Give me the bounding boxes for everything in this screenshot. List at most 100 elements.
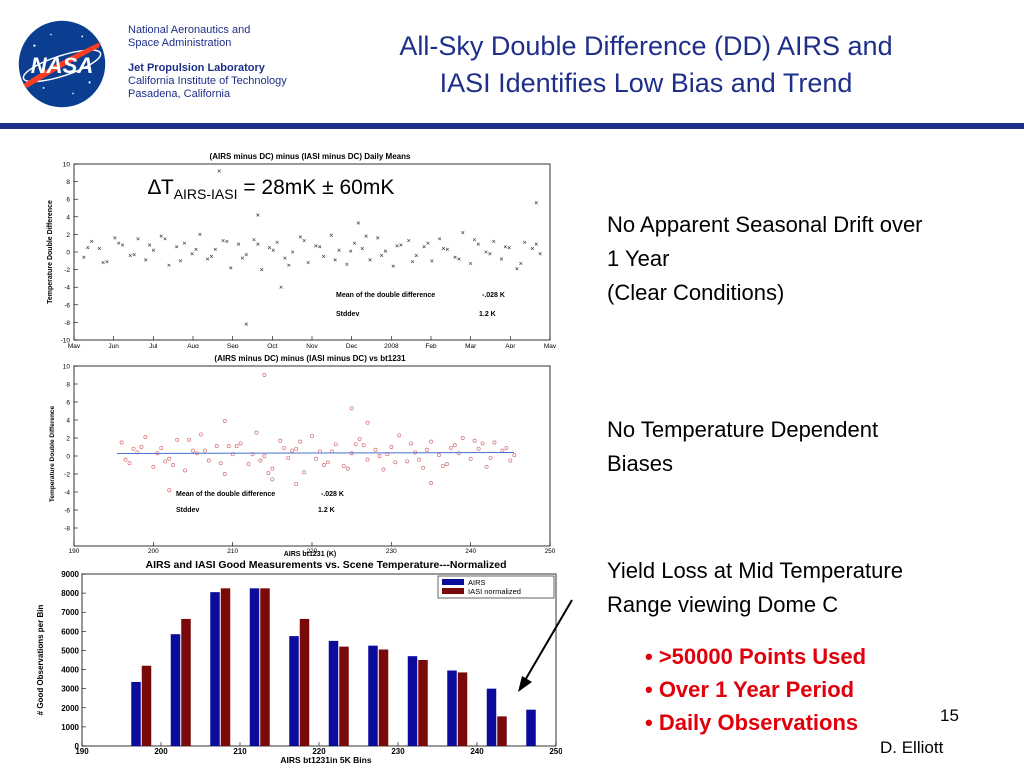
bullet-list: • >50000 Points Used • Over 1 Year Perio… bbox=[645, 640, 866, 739]
note-temp-line-2: Biases bbox=[607, 451, 674, 476]
daily-point bbox=[321, 254, 326, 259]
bt-x-tick-label: 190 bbox=[69, 548, 80, 555]
nasa-logo-text: NASA bbox=[31, 53, 94, 78]
bar-iasi-normalized bbox=[339, 646, 349, 746]
bt-point bbox=[468, 456, 473, 461]
daily-x-tick-label: Jun bbox=[108, 343, 119, 348]
bar-airs bbox=[328, 640, 339, 746]
bt-point bbox=[127, 461, 132, 466]
note-seasonal-line-1: No Apparent Seasonal Drift over bbox=[607, 212, 923, 237]
daily-y-tick-label: 2 bbox=[66, 232, 70, 239]
bars-chart-title: AIRS and IASI Good Measurements vs. Scen… bbox=[146, 559, 507, 571]
bt-point bbox=[286, 455, 291, 460]
header-divider bbox=[0, 123, 1024, 129]
daily-point bbox=[523, 240, 527, 244]
daily-stddev-value: 1.2 K bbox=[479, 311, 496, 318]
bars-y-tick-label: 2000 bbox=[61, 704, 79, 713]
slide-title: All-Sky Double Difference (DD) AIRS and … bbox=[316, 28, 976, 102]
daily-y-tick-label: 8 bbox=[66, 179, 70, 186]
note-yield-line-2: Range viewing Dome C bbox=[607, 592, 839, 617]
daily-point bbox=[333, 258, 337, 262]
bt-point bbox=[234, 444, 239, 449]
bars-y-tick-label: 8000 bbox=[61, 589, 79, 598]
bar-iasi-normalized bbox=[141, 665, 152, 746]
author-credit: D. Elliott bbox=[880, 738, 944, 757]
daily-mean-value: -.028 K bbox=[482, 292, 505, 299]
slide-title-line-1: All-Sky Double Difference (DD) AIRS and bbox=[399, 31, 893, 61]
bt-point bbox=[405, 459, 410, 464]
bars-y-tick-label: 6000 bbox=[61, 627, 79, 636]
bars-plot-area bbox=[81, 573, 557, 747]
daily-point bbox=[82, 255, 86, 259]
daily-point bbox=[159, 234, 163, 238]
daily-point bbox=[283, 256, 287, 260]
bt-point bbox=[214, 444, 219, 449]
daily-point bbox=[445, 247, 449, 251]
bt-point bbox=[476, 446, 481, 451]
daily-point bbox=[519, 261, 523, 266]
daily-x-tick-label: 2008 bbox=[384, 343, 399, 348]
daily-x-tick-label: May bbox=[68, 343, 81, 348]
bt-point bbox=[504, 445, 509, 450]
delta-t-symbol: ∆T bbox=[148, 176, 174, 199]
bt-x-label: AIRS bt1231 (K) bbox=[284, 551, 337, 558]
bar-airs bbox=[249, 588, 260, 746]
bt-y-tick-label: 4 bbox=[66, 418, 70, 425]
bar-airs bbox=[447, 670, 457, 746]
bars-y-tick-label: 7000 bbox=[61, 608, 79, 617]
bt-point bbox=[492, 440, 497, 445]
daily-point bbox=[101, 260, 105, 265]
daily-y-tick-label: 0 bbox=[66, 250, 70, 257]
daily-point bbox=[190, 252, 194, 256]
bar-iasi-normalized bbox=[497, 716, 507, 746]
bt-point bbox=[151, 464, 156, 469]
bt-point bbox=[246, 462, 251, 467]
daily-point bbox=[395, 244, 399, 248]
daily-point bbox=[89, 239, 94, 244]
bt-point bbox=[397, 433, 402, 438]
bars-x-tick-label: 210 bbox=[233, 747, 247, 756]
bt-point bbox=[262, 454, 267, 458]
bar-airs bbox=[289, 636, 299, 746]
lab-name: Jet Propulsion Laboratory California Ins… bbox=[128, 62, 287, 101]
bars-x-tick-label: 190 bbox=[75, 747, 89, 756]
bt-point bbox=[262, 373, 267, 377]
bt-point bbox=[349, 406, 354, 411]
bt-y-tick-label: -2 bbox=[64, 472, 70, 479]
page-number: 15 bbox=[940, 706, 959, 725]
daily-x-tick-label: Apr bbox=[505, 343, 516, 348]
daily-point bbox=[244, 322, 248, 326]
daily-point bbox=[306, 260, 310, 265]
bt-point bbox=[321, 463, 326, 467]
daily-point bbox=[287, 263, 291, 267]
daily-point bbox=[182, 241, 187, 245]
bar-iasi-normalized bbox=[260, 588, 270, 746]
bt-chart-title: (AIRS minus DC) minus (IASI minus DC) vs… bbox=[214, 354, 406, 363]
bullet-points-used: • >50000 Points Used bbox=[645, 644, 867, 669]
daily-point bbox=[267, 245, 272, 250]
bt-mean-value: -.028 K bbox=[321, 491, 344, 498]
daily-point bbox=[113, 236, 117, 240]
daily-point bbox=[194, 247, 198, 251]
daily-point bbox=[538, 252, 542, 256]
bar-airs bbox=[407, 656, 418, 746]
daily-point bbox=[468, 261, 473, 266]
bt-point bbox=[417, 457, 422, 462]
daily-y-tick-label: -4 bbox=[64, 285, 70, 292]
bar-iasi-normalized bbox=[418, 660, 428, 746]
bt-point bbox=[512, 453, 517, 458]
bt-point bbox=[183, 468, 188, 473]
legend-label-airs: AIRS bbox=[468, 578, 486, 587]
delta-t-subscript: AIRS-IASI bbox=[173, 186, 238, 203]
bars-y-tick-label: 5000 bbox=[61, 646, 79, 655]
note-seasonal-drift: No Apparent Seasonal Drift over 1 Year (… bbox=[607, 208, 923, 310]
bt-point bbox=[258, 458, 263, 463]
bar-iasi-normalized bbox=[378, 649, 389, 746]
daily-point bbox=[391, 264, 395, 268]
daily-point bbox=[414, 253, 419, 258]
daily-y-tick-label: -2 bbox=[64, 267, 70, 274]
bt-y-tick-label: 2 bbox=[66, 436, 70, 443]
daily-point bbox=[349, 249, 353, 253]
bt-point bbox=[167, 456, 172, 461]
bt-point bbox=[290, 448, 295, 453]
